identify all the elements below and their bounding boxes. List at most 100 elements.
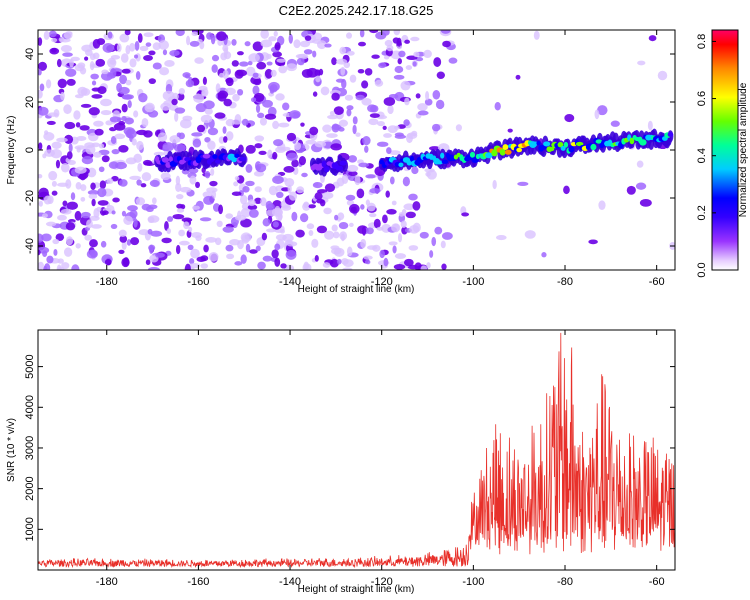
spectrogram-noise-blob [393, 74, 405, 80]
spectrogram-noise-blob [185, 79, 195, 88]
spectrogram-noise-blob [248, 53, 260, 63]
spectrogram-noise-blob [276, 191, 284, 199]
spectrogram-noise-blob [133, 218, 138, 228]
spectrogram-noise-blob [286, 152, 298, 161]
spectrogram-noise-blob [435, 99, 445, 110]
spectrogram-noise-blob [541, 252, 547, 258]
spectrogram-signal-peak [590, 143, 597, 151]
spectrogram-noise-blob [75, 181, 82, 190]
spectrogram-noise-blob [423, 49, 432, 59]
spectrogram-noise-blob [179, 186, 192, 193]
spectrogram-x-tick-label: -60 [649, 276, 665, 288]
spectrogram-noise-blob [347, 155, 358, 163]
spectrogram-noise-blob [140, 183, 147, 188]
spectrogram-noise-blob [517, 181, 529, 187]
spectrogram-noise-blob [461, 212, 470, 217]
spectrogram-noise-blob [86, 219, 93, 229]
spectrogram-noise-blob [129, 42, 136, 52]
spectrogram-noise-blob [187, 244, 194, 251]
spectrogram-noise-blob [183, 221, 190, 230]
spectrogram-noise-blob [107, 31, 113, 39]
spectrogram-noise-blob [331, 92, 340, 101]
spectrogram-noise-blob [65, 68, 77, 77]
spectrogram-x-tick-label: -160 [187, 276, 209, 288]
spectrogram-noise-blob [394, 132, 404, 137]
spectrogram-noise-blob [327, 114, 339, 120]
spectrogram-noise-blob [341, 78, 347, 89]
spectrogram-noise-blob [141, 203, 151, 211]
spectrogram-noise-blob [256, 61, 267, 70]
spectrogram-noise-blob [70, 192, 76, 201]
spectrogram-noise-blob [355, 94, 365, 101]
spectrogram-noise-blob [440, 240, 446, 249]
spectrogram-noise-blob [66, 201, 78, 210]
spectrogram-noise-blob [323, 207, 332, 215]
spectrogram-noise-blob [123, 127, 135, 136]
spectrogram-noise-blob [174, 107, 186, 114]
colorbar-gradient [711, 29, 739, 271]
spectrogram-y-tick-label: -40 [24, 238, 36, 254]
spectrogram-noise-blob [222, 226, 234, 233]
spectrogram-noise-blob [87, 132, 99, 142]
spectrogram-noise-blob [278, 122, 290, 128]
spectrogram-noise-blob [136, 129, 148, 136]
spectrogram-y-tick-label: 20 [24, 96, 36, 108]
spectrogram-noise-blob [101, 155, 110, 163]
snr-x-tick-label: -100 [462, 576, 484, 588]
spectrogram-noise-blob [267, 149, 273, 159]
spectrogram-noise-blob [296, 186, 305, 194]
spectrogram-noise-blob [414, 262, 422, 270]
snr-x-tick-label: -120 [371, 576, 393, 588]
spectrogram-noise-blob [178, 88, 185, 95]
spectrogram-noise-blob [241, 234, 250, 244]
spectrogram-noise-blob [309, 126, 319, 136]
spectrogram-noise-blob [189, 175, 197, 185]
spectrogram-signal-peak [502, 144, 509, 151]
spectrogram-noise-blob [75, 243, 81, 249]
spectrogram-noise-blob [118, 86, 130, 95]
spectrogram-noise-blob [333, 106, 344, 115]
spectrogram-noise-blob [358, 162, 370, 168]
spectrogram-noise-blob [166, 216, 174, 222]
spectrogram-noise-blob [118, 179, 128, 187]
spectrogram-noise-blob [385, 190, 390, 198]
spectrogram-noise-blob [97, 86, 107, 95]
spectrogram-noise-blob [282, 102, 290, 111]
spectrogram-noise-blob [255, 104, 261, 113]
spectrogram-noise-blob [349, 74, 357, 83]
spectrogram-noise-blob [51, 190, 58, 196]
spectrogram-noise-blob [252, 41, 263, 52]
spectrogram-noise-blob [175, 244, 181, 255]
spectrogram-noise-blob [260, 39, 273, 48]
spectrogram-noise-blob [53, 249, 58, 256]
spectrogram-noise-blob [376, 226, 384, 231]
spectrogram-noise-blob [51, 37, 58, 43]
spectrogram-noise-blob [312, 91, 318, 97]
snr-x-tick-label: -160 [187, 576, 209, 588]
spectrogram-noise-blob [336, 258, 342, 265]
spectrogram-signal-peak [215, 159, 221, 164]
spectrogram-noise-blob [182, 72, 191, 78]
spectrogram-noise-blob [408, 193, 418, 201]
spectrogram-noise-blob [303, 261, 309, 270]
spectrogram-noise-blob [254, 197, 262, 204]
spectrogram-noise-blob [225, 77, 234, 87]
spectrogram-noise-blob [79, 125, 90, 131]
spectrogram-noise-blob [77, 62, 86, 69]
spectrogram-noise-blob [93, 151, 102, 158]
spectrogram-noise-blob [293, 39, 301, 49]
spectrogram-signal-peak [595, 139, 603, 144]
spectrogram-noise-blob [111, 210, 116, 215]
spectrogram-noise-blob [38, 261, 44, 270]
spectrogram-noise-blob [268, 36, 277, 42]
spectrogram-noise-blob [80, 196, 86, 202]
colorbar-ticks: 0.0 0.2 0.4 0.6 0.8 [696, 34, 716, 278]
spectrogram-signal-peak [441, 159, 449, 164]
spectrogram-noise-blob [269, 85, 275, 94]
spectrogram-noise-blob [171, 98, 178, 106]
spectrogram-noise-blob [118, 144, 129, 153]
spectrogram-noise-blob [288, 110, 301, 119]
spectrogram-noise-blob [495, 234, 507, 241]
spectrogram-noise-blob [247, 60, 253, 66]
spectrogram-noise-blob [400, 220, 407, 228]
